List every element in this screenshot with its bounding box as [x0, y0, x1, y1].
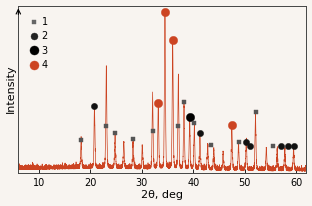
Legend: $1$, $2$, $3$, $4$: $1$, $2$, $3$, $4$ — [29, 12, 51, 73]
X-axis label: 2θ, deg: 2θ, deg — [141, 190, 183, 200]
Y-axis label: Intensity: Intensity — [6, 65, 16, 114]
